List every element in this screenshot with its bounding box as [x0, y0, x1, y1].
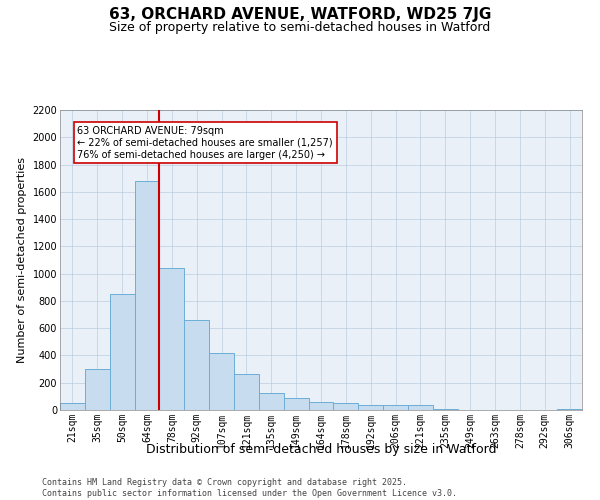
Text: Size of property relative to semi-detached houses in Watford: Size of property relative to semi-detach…: [109, 21, 491, 34]
Bar: [557, 408, 582, 410]
Text: 63 ORCHARD AVENUE: 79sqm
← 22% of semi-detached houses are smaller (1,257)
76% o: 63 ORCHARD AVENUE: 79sqm ← 22% of semi-d…: [77, 126, 333, 160]
Bar: [383, 404, 408, 410]
Bar: [358, 404, 383, 410]
Y-axis label: Number of semi-detached properties: Number of semi-detached properties: [17, 157, 27, 363]
Bar: [433, 408, 458, 410]
Bar: [134, 181, 160, 410]
Bar: [259, 393, 284, 410]
Text: 63, ORCHARD AVENUE, WATFORD, WD25 7JG: 63, ORCHARD AVENUE, WATFORD, WD25 7JG: [109, 8, 491, 22]
Text: Contains HM Land Registry data © Crown copyright and database right 2025.
Contai: Contains HM Land Registry data © Crown c…: [42, 478, 457, 498]
Bar: [284, 398, 308, 410]
Bar: [85, 369, 110, 410]
Bar: [209, 352, 234, 410]
Bar: [234, 374, 259, 410]
Bar: [60, 402, 85, 410]
Bar: [184, 320, 209, 410]
Bar: [160, 268, 184, 410]
Text: Distribution of semi-detached houses by size in Watford: Distribution of semi-detached houses by …: [146, 442, 496, 456]
Bar: [334, 403, 358, 410]
Bar: [308, 402, 334, 410]
Bar: [408, 404, 433, 410]
Bar: [110, 294, 134, 410]
